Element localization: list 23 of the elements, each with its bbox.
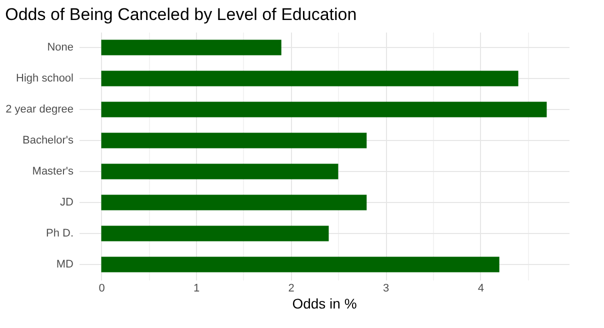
y-tick-label: JD [60, 196, 74, 208]
bar [101, 194, 367, 210]
x-tick-label: 4 [478, 282, 484, 294]
bar [101, 164, 338, 180]
y-tick-label: MD [56, 258, 74, 270]
bar [101, 226, 329, 242]
x-tick-label: 3 [383, 282, 390, 294]
bar [101, 132, 367, 148]
x-tick-label: 0 [98, 282, 105, 294]
x-tick-label: 1 [193, 282, 200, 294]
bar [101, 256, 500, 272]
y-tick-label: Ph D. [46, 228, 74, 240]
bar [101, 70, 518, 86]
y-tick-label: None [47, 42, 74, 54]
x-axis-title: Odds in % [292, 296, 357, 312]
y-tick-label: Master's [32, 166, 74, 178]
y-tick-label: Bachelor's [22, 134, 74, 146]
x-tick-label: 2 [288, 282, 294, 294]
bar [101, 40, 282, 56]
chart-title: Odds of Being Canceled by Level of Education [5, 5, 357, 24]
y-tick-label: 2 year degree [6, 104, 74, 116]
y-tick-label: High school [16, 72, 74, 84]
bar [101, 102, 547, 118]
